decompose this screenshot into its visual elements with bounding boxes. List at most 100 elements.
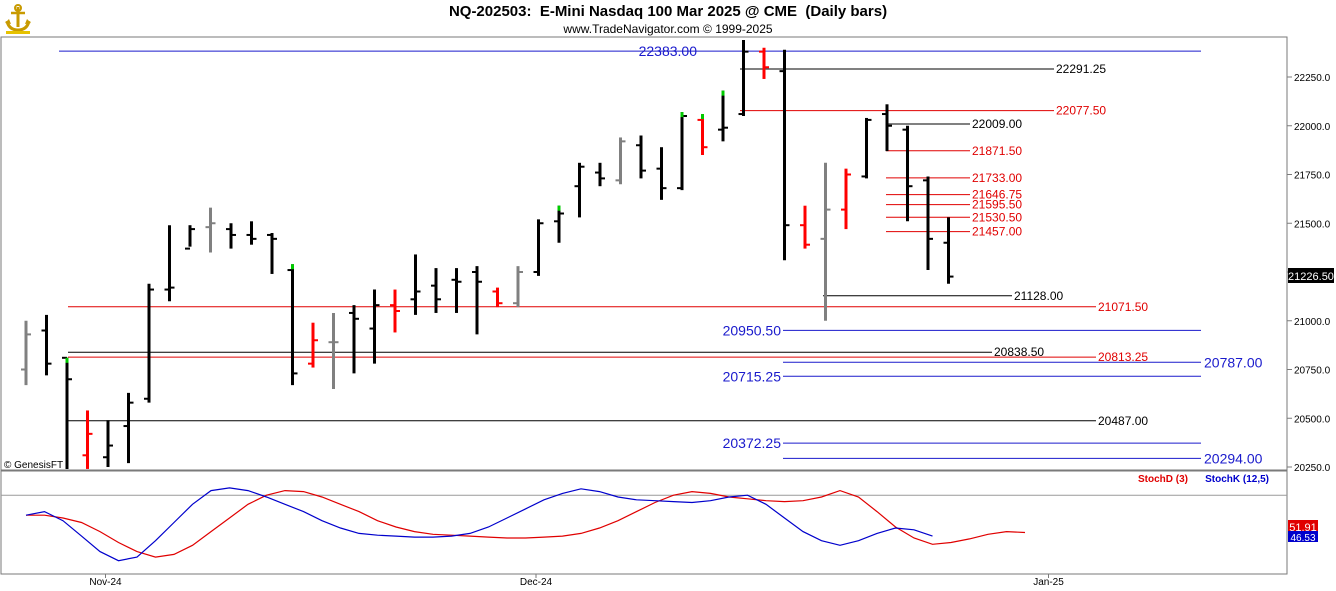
stochastic-panel-frame — [0, 470, 1288, 575]
y-tick-label: 21000.0 — [1294, 317, 1331, 328]
ohlc-bar — [574, 162, 585, 218]
legend-stochk: StochK (12,5) — [1205, 474, 1269, 485]
ohlc-bar — [62, 356, 72, 469]
y-tick-label: 22000.0 — [1294, 122, 1331, 133]
date-axis[interactable]: Nov-24 Dec-24 Jan-25 — [89, 574, 1064, 588]
chart-header: NQ-202503: E-Mini Nasdaq 100 Mar 2025 @ … — [0, 0, 1336, 38]
ohlc-bar — [923, 176, 933, 271]
ohlc-bar — [41, 314, 52, 376]
ohlc-bar — [902, 125, 913, 222]
ohlc-bar — [554, 205, 564, 243]
level-label: 20372.25 — [723, 435, 782, 451]
ohlc-bar — [636, 135, 646, 179]
level-label: 21595.50 — [972, 198, 1022, 212]
y-tick-label: 20250.0 — [1294, 463, 1331, 474]
ohlc-bar — [185, 225, 195, 250]
ohlc-bar — [246, 221, 257, 245]
signal-marker — [557, 205, 561, 211]
level-label: 22383.00 — [639, 43, 698, 59]
stochastic-lines — [1, 487, 1287, 562]
ohlc-bar — [390, 289, 400, 333]
ohlc-bar — [595, 162, 605, 187]
last-price-badge — [1288, 268, 1334, 283]
signal-marker — [65, 357, 69, 363]
ohlc-bar — [513, 266, 523, 308]
signal-marker — [701, 114, 704, 120]
ohlc-bar — [820, 162, 831, 321]
signal-marker — [680, 112, 684, 118]
ohlc-bar — [800, 205, 810, 249]
ohlc-bar — [656, 147, 667, 200]
x-tick-label: Nov-24 — [89, 577, 122, 588]
copyright-label: © GenesisFT — [4, 460, 63, 471]
stochk-value-label: 46.53 — [1290, 533, 1315, 544]
anchor-logo-icon[interactable] — [3, 3, 33, 35]
ohlc-bar — [472, 266, 482, 335]
level-label: 20838.50 — [994, 345, 1044, 359]
level-label: 21071.50 — [1098, 300, 1148, 314]
level-label: 22291.25 — [1056, 62, 1106, 76]
ohlc-bar — [759, 47, 769, 79]
price-panel-frame — [0, 36, 1288, 471]
ohlc-bar — [369, 289, 380, 364]
ohlc-bar — [943, 217, 954, 284]
level-label: 20813.25 — [1098, 350, 1148, 364]
ohlc-bar — [882, 104, 892, 152]
ohlc-bar — [267, 233, 277, 274]
y-tick-label: 21750.0 — [1294, 171, 1331, 182]
signal-marker — [291, 264, 294, 270]
ohlc-bar — [677, 112, 687, 191]
legend-stochd: StochD (3) — [1138, 474, 1188, 485]
ohlc-bar — [410, 254, 421, 315]
ohlc-bar — [205, 207, 216, 253]
x-tick-label: Jan-25 — [1033, 577, 1064, 588]
ohlc-bar — [718, 90, 728, 142]
level-label: 20787.00 — [1204, 354, 1263, 370]
level-label: 20715.25 — [723, 368, 782, 384]
ohlc-bar — [533, 219, 544, 276]
ohlc-bar — [308, 322, 318, 368]
stochk-value-badge — [1288, 531, 1318, 542]
ohlc-bar — [82, 410, 93, 469]
ohlc-bar — [123, 392, 134, 464]
ohlc-bar — [697, 114, 708, 155]
ohlc-bar — [21, 320, 31, 386]
level-lines: 22383.00 22291.25 22077.50 22009.00 21871.50… — [59, 43, 1263, 466]
level-label: 22009.00 — [972, 117, 1022, 131]
price-bars — [21, 39, 954, 469]
ohlc-bar — [451, 268, 462, 313]
ohlc-bar — [738, 39, 749, 116]
level-label: 21128.00 — [1014, 289, 1063, 303]
ohlc-bar — [103, 420, 113, 467]
ohlc-bar — [861, 117, 872, 179]
ohlc-bar — [226, 223, 236, 249]
ohlc-bar — [349, 305, 359, 374]
stoch-series-line — [26, 489, 1026, 558]
level-label: 21646.75 — [972, 188, 1022, 202]
level-label: 21530.50 — [972, 210, 1022, 224]
ohlc-bar — [144, 283, 154, 403]
ohlc-bar — [431, 268, 441, 313]
level-label: 20487.00 — [1098, 414, 1148, 428]
chart-title: NQ-202503: E-Mini Nasdaq 100 Mar 2025 @ … — [448, 3, 888, 20]
y-tick-label: 22250.0 — [1294, 73, 1331, 84]
ohlc-bar — [615, 137, 626, 185]
ohlc-bar — [841, 168, 851, 230]
ohlc-bar — [328, 312, 339, 389]
y-tick-label: 20750.0 — [1294, 366, 1331, 377]
signal-marker — [721, 90, 725, 96]
level-label: 20950.50 — [723, 322, 782, 338]
stochd-value-badge — [1288, 520, 1318, 534]
last-price-label: 21226.50 — [1288, 271, 1334, 283]
level-label: 20294.00 — [1204, 450, 1263, 466]
level-label: 22077.50 — [1056, 104, 1106, 118]
x-tick-label: Dec-24 — [520, 577, 553, 588]
level-label: 21457.00 — [972, 225, 1022, 239]
ohlc-bar — [287, 264, 298, 386]
stoch-series-line — [25, 487, 933, 562]
level-label: 21871.50 — [972, 144, 1022, 158]
ohlc-bar — [164, 225, 175, 302]
y-tick-label: 20500.0 — [1294, 414, 1331, 425]
